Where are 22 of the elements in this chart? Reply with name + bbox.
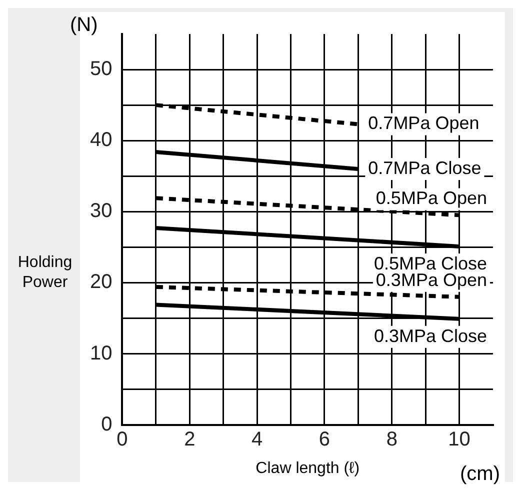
x-axis-title: Claw length (ℓ) (256, 460, 360, 477)
series-label: 0.5MPa Close (374, 253, 487, 274)
series-label: 0.3MPa Open (376, 270, 487, 290)
series-label: 0.7MPa Close (368, 158, 482, 178)
x-tick-label: 10 (448, 428, 470, 450)
x-tick-label: 4 (252, 428, 263, 450)
series-label: 0.3MPa Close (374, 326, 487, 346)
y-tick-label: 40 (90, 129, 112, 152)
series-label: 0.5MPa Open (376, 188, 487, 208)
y-tick-label: 30 (90, 200, 112, 222)
text: (N) (70, 14, 98, 37)
series-label: 0.7MPa Open (368, 113, 480, 134)
y-tick-label: 0 (101, 413, 112, 436)
x-tick-label: 6 (318, 428, 330, 450)
y-axis-title: Holding Power (16, 253, 74, 293)
x-tick-label: 8 (386, 428, 398, 450)
y-tick-label: 20 (90, 271, 112, 294)
text: (cm) (460, 463, 500, 486)
x-tick-label: 2 (184, 428, 196, 450)
y-tick-label: 50 (90, 58, 112, 80)
x-tick-label: 0 (116, 428, 128, 450)
y-tick-label: 10 (90, 342, 112, 364)
